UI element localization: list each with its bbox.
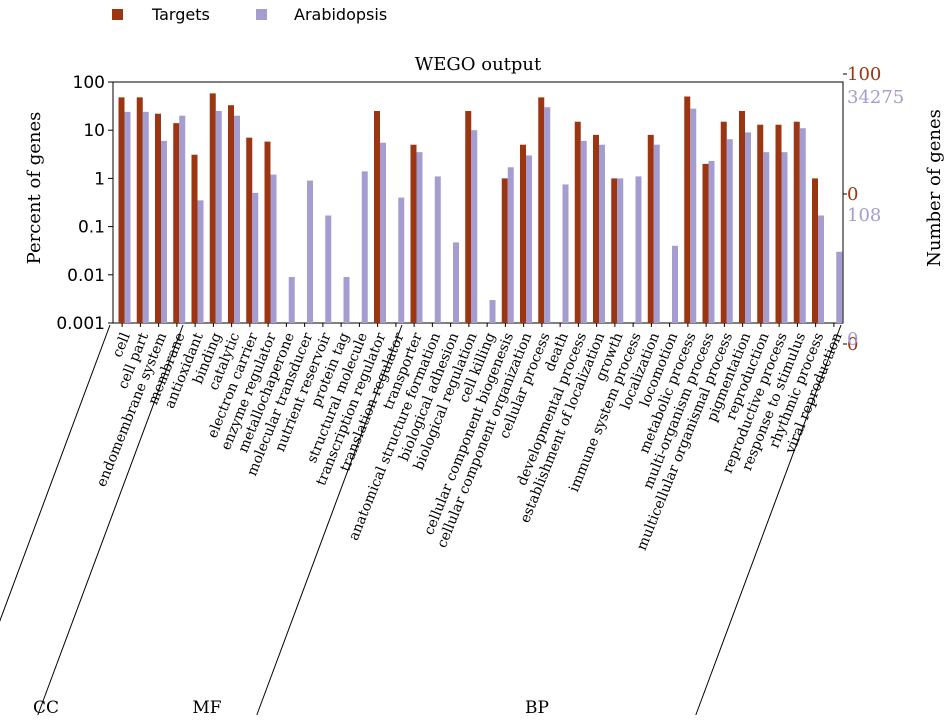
- bar-targets: [501, 178, 508, 323]
- legend-swatch-targets: [112, 9, 123, 20]
- group-separator: [256, 324, 403, 716]
- bar-arabidopsis: [781, 152, 788, 323]
- bar-arabidopsis: [288, 277, 295, 323]
- bar-arabidopsis: [580, 140, 587, 323]
- bar-arabidopsis: [161, 140, 167, 323]
- bar-arabidopsis: [562, 184, 569, 323]
- y-axis-right-label: Number of genes: [924, 109, 945, 267]
- plot-frame: [112, 81, 844, 324]
- bar-arabidopsis: [307, 180, 313, 323]
- right-tick-label-arabidopsis: 34275: [847, 87, 904, 108]
- y-axis-left-label: Percent of genes: [24, 112, 45, 265]
- bar-targets: [228, 105, 234, 323]
- bar-arabidopsis: [617, 178, 624, 323]
- bar-targets: [173, 123, 180, 323]
- bar-arabidopsis: [179, 115, 186, 323]
- bar-arabidopsis: [507, 167, 514, 323]
- bar-arabidopsis: [270, 174, 277, 323]
- group-separator: [695, 324, 842, 716]
- bar-targets: [702, 163, 709, 323]
- left-tick-label: 0.001: [56, 314, 105, 334]
- bar-targets: [593, 134, 599, 323]
- bar-targets: [757, 124, 764, 323]
- left-tick-label: 0.1: [78, 218, 105, 238]
- bar-arabidopsis: [197, 200, 204, 323]
- group-label: CC: [33, 698, 59, 718]
- bar-targets: [465, 111, 472, 324]
- bar-arabidopsis: [653, 144, 660, 323]
- bar-targets: [410, 144, 417, 323]
- left-tick-label: 1: [94, 169, 105, 189]
- bar-targets: [611, 178, 618, 323]
- bar-targets: [720, 121, 727, 323]
- bar-arabidopsis: [124, 111, 131, 324]
- bar-targets: [775, 124, 782, 323]
- bar-targets: [684, 96, 691, 323]
- bar-arabidopsis: [708, 160, 715, 323]
- bar-arabidopsis: [726, 139, 733, 323]
- bar-arabidopsis: [489, 300, 496, 323]
- right-tick-label-targets: 0: [847, 184, 858, 205]
- bar-targets: [118, 97, 125, 324]
- bar-arabidopsis: [380, 142, 386, 323]
- bar-arabidopsis: [325, 215, 332, 323]
- bar-arabidopsis: [398, 197, 405, 323]
- bar-arabidopsis: [215, 111, 222, 324]
- bar-arabidopsis: [416, 152, 423, 323]
- chart-title: WEGO output: [415, 54, 542, 75]
- bar-targets: [246, 137, 253, 323]
- bar-arabidopsis: [453, 242, 459, 323]
- bar-arabidopsis: [599, 144, 605, 323]
- legend: Targets Arabidopsis: [112, 5, 387, 24]
- bar-targets: [647, 134, 654, 323]
- right-tick-label-targets: 100: [847, 64, 881, 85]
- legend-swatch-arabidopsis: [256, 9, 267, 20]
- group-separator: [37, 324, 184, 716]
- bar-targets: [191, 154, 198, 323]
- bar-arabidopsis: [818, 215, 824, 323]
- bar-arabidopsis: [836, 251, 843, 323]
- bar-targets: [812, 178, 818, 323]
- group-label: BP: [525, 698, 549, 718]
- group-label: MF: [192, 698, 221, 718]
- bar-arabidopsis: [471, 130, 478, 323]
- bar-targets: [793, 121, 800, 323]
- legend-label-arabidopsis: Arabidopsis: [294, 5, 387, 24]
- bar-arabidopsis: [690, 108, 697, 324]
- left-tick-label: 100: [73, 73, 105, 93]
- bar-arabidopsis: [434, 176, 441, 323]
- bar-arabidopsis: [763, 152, 770, 323]
- bar-arabidopsis: [544, 107, 551, 323]
- bar-arabidopsis: [234, 115, 240, 323]
- right-tick-label-arabidopsis: 0: [847, 329, 858, 350]
- left-tick-label: 10: [83, 121, 105, 141]
- bar-arabidopsis: [799, 128, 806, 323]
- bar-arabidopsis: [635, 176, 642, 323]
- bar-arabidopsis: [142, 111, 149, 324]
- right-tick-label-targets: 0: [847, 334, 858, 355]
- bar-arabidopsis: [672, 245, 678, 323]
- bar-targets: [155, 113, 161, 324]
- bar-targets: [374, 111, 380, 324]
- bar-targets: [136, 97, 143, 324]
- bar-targets: [538, 97, 545, 324]
- bar-targets: [574, 121, 581, 323]
- group-separator: [0, 324, 111, 622]
- bar-arabidopsis: [252, 192, 259, 323]
- bar-targets: [209, 93, 216, 323]
- bar-arabidopsis: [526, 155, 532, 323]
- plot-area: 1001010.10.010.00110000342751080cellcell…: [0, 64, 904, 718]
- bar-targets: [739, 111, 745, 324]
- bar-arabidopsis: [343, 277, 350, 323]
- legend-label-targets: Targets: [151, 5, 210, 24]
- bar-targets: [520, 144, 526, 323]
- bar-targets: [264, 141, 271, 323]
- left-tick-label: 0.01: [67, 266, 105, 286]
- right-tick-label-arabidopsis: 108: [847, 205, 881, 226]
- bar-arabidopsis: [745, 132, 751, 323]
- bar-arabidopsis: [361, 171, 368, 323]
